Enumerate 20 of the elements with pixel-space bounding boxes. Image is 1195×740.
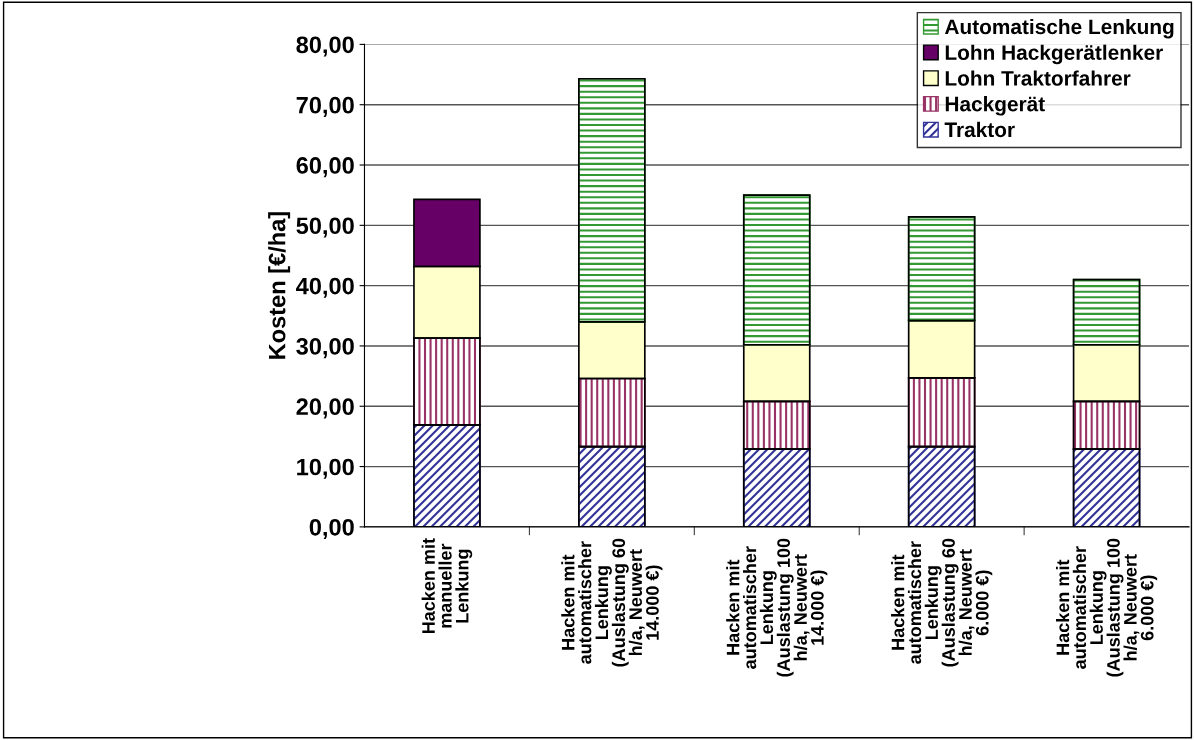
y-tick-label: 10,00 <box>297 458 354 479</box>
x-tick-label: Hacken mit automatischer Lenkung (Auslastung 100 h/a, Neuwert 14.000 €) <box>726 538 828 677</box>
legend-label: Hackgerät <box>945 96 1045 116</box>
legend-label: Automatische Lenkung <box>944 18 1174 39</box>
legend-label: Lohn Hackgerätlenker <box>945 44 1163 65</box>
y-tick-label: 20,00 <box>296 398 354 419</box>
x-tick-label: Hacken mit automatischer Lenkung (Auslastung 100 h/a, Neuwert 6.000 €) <box>1056 538 1158 677</box>
y-tick-label: 40,00 <box>296 277 354 298</box>
y-tick-label: 70,00 <box>296 96 354 117</box>
y-axis-title: Kosten [€/ha] <box>268 212 291 359</box>
y-tick-label: 50,00 <box>296 217 354 238</box>
y-tick-label: 30,00 <box>296 338 354 359</box>
y-tick-label: 60,00 <box>296 157 354 178</box>
y-tick-label: 80,00 <box>296 36 354 57</box>
x-tick-label: Hacken mit automatischer Lenkung (Auslastung 60 h/a, Neuwert 6.000 €) <box>891 538 993 667</box>
x-tick-label: Hacken mit automatischer Lenkung (Auslastung 60 h/a, Neuwert 14.000 €) <box>561 538 663 667</box>
legend-label: Traktor <box>944 121 1015 138</box>
legend-label: Lohn Traktorfahrer <box>945 70 1131 86</box>
x-tick-label: Hacken mit manueller Lenkung <box>421 538 473 634</box>
y-tick-label: 0,00 <box>309 518 354 540</box>
